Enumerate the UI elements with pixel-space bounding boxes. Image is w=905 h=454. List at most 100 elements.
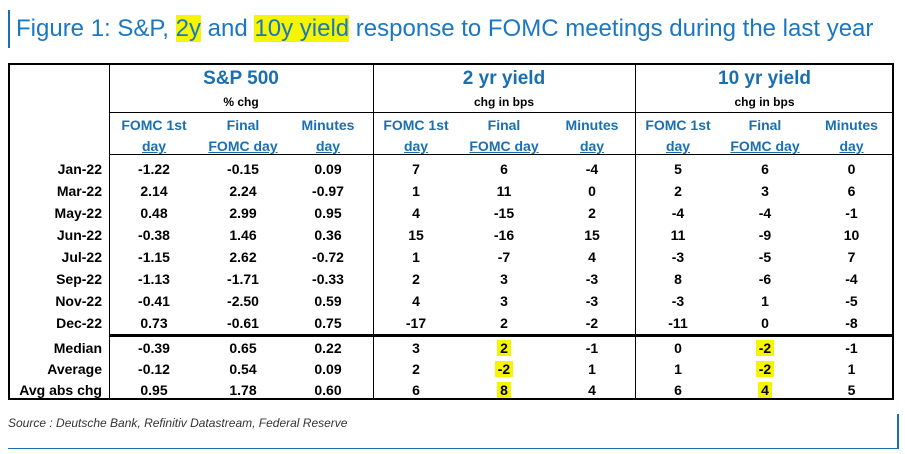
summary-cell: 4 xyxy=(549,380,635,400)
table-cell: 0 xyxy=(761,315,769,331)
column-header-line1: Final xyxy=(226,117,260,133)
table-cell: -0.72 xyxy=(312,249,344,265)
figure-title: Figure 1: S&P, 2y and 10y yield response… xyxy=(8,10,900,48)
table-cell: -3 xyxy=(671,293,685,309)
summary-cell: -2 xyxy=(459,359,549,379)
column-header-line2: FOMC day xyxy=(469,138,539,154)
column-divider xyxy=(109,65,110,398)
summary-value: 1 xyxy=(674,361,682,377)
table-cell: 2.62 xyxy=(229,249,257,265)
highlighted-value: 8 xyxy=(497,382,511,398)
table-cell: -4 xyxy=(758,205,772,221)
highlighted-value: -2 xyxy=(755,361,775,377)
table-cell: 1 xyxy=(412,249,420,265)
row-label: Sep-22 xyxy=(56,271,102,287)
title-suffix: response to FOMC meetings during the las… xyxy=(349,15,874,42)
summary-cell: 1.78 xyxy=(199,380,287,400)
summary-cell: 1 xyxy=(635,359,721,379)
column-header-line1: Minutes xyxy=(301,117,355,133)
summary-cell: 0.09 xyxy=(285,359,371,379)
column-header-line2: FOMC day xyxy=(208,138,278,154)
table-cell: -0.97 xyxy=(312,183,344,199)
summary-cell: 6 xyxy=(373,380,459,400)
table-cell: -0.33 xyxy=(312,271,344,287)
table-cell: 15 xyxy=(584,227,600,243)
table-cell: 2.99 xyxy=(229,205,257,221)
footer-accent-bar xyxy=(897,414,899,448)
table-cell: 6 xyxy=(500,161,508,177)
summary-label: Average xyxy=(47,361,102,377)
highlighted-value: 2 xyxy=(497,340,511,356)
table-cell: 0.73 xyxy=(140,315,168,331)
table-cell: 6 xyxy=(761,161,769,177)
table-cell: -15 xyxy=(493,205,515,221)
summary-cell: -2 xyxy=(721,338,809,358)
title-highlight-10y: 10y yield xyxy=(254,15,350,42)
summary-value: 4 xyxy=(588,382,596,398)
summary-value: 0.09 xyxy=(314,361,342,377)
table-cell: -6 xyxy=(758,271,772,287)
table-cell: -1.13 xyxy=(138,271,170,287)
column-header-line2: day xyxy=(403,138,429,154)
table-cell: 1 xyxy=(412,183,420,199)
summary-value: 0 xyxy=(674,340,682,356)
table-cell: 0.09 xyxy=(314,161,342,177)
group-unit-10yr: chg in bps xyxy=(734,95,795,109)
column-divider xyxy=(635,65,636,398)
table-cell: -1.71 xyxy=(227,271,259,287)
summary-value: 0.54 xyxy=(229,361,257,377)
summary-value: 0.65 xyxy=(229,340,257,356)
column-header-line1: FOMC 1st xyxy=(645,117,711,133)
summary-cell: -0.39 xyxy=(111,338,197,358)
column-header-line1: Minutes xyxy=(825,117,878,133)
summary-value: 0.60 xyxy=(314,382,342,398)
summary-cell: 8 xyxy=(459,380,549,400)
column-header-line1: Minutes xyxy=(565,117,619,133)
table-cell: 4 xyxy=(412,205,420,221)
table-cell: -8 xyxy=(845,315,858,331)
table-cell: -0.38 xyxy=(138,227,170,243)
table-cell: 0.48 xyxy=(140,205,168,221)
column-header-line1: Final xyxy=(487,117,521,133)
row-label: Nov-22 xyxy=(55,293,102,309)
table-cell: 1.46 xyxy=(229,227,257,243)
column-header-line2: day xyxy=(315,138,341,154)
table-cell: -0.15 xyxy=(227,161,259,177)
summary-cell: 5 xyxy=(809,380,894,400)
column-divider xyxy=(373,65,374,398)
table-cell: 6 xyxy=(847,183,856,199)
footer-rule xyxy=(8,448,899,449)
table-cell: -0.41 xyxy=(138,293,170,309)
summary-cell: 0.95 xyxy=(111,380,197,400)
table-cell: 5 xyxy=(674,161,682,177)
table-cell: 0.75 xyxy=(314,315,342,331)
table-cell: 11 xyxy=(670,227,686,243)
summary-cell: -0.12 xyxy=(111,359,197,379)
fomc-response-table: S&P 500 % chg 2 yr yield chg in bps 10 y… xyxy=(8,63,894,400)
table-cell: -11 xyxy=(668,315,688,331)
column-header-line2: FOMC day xyxy=(730,138,800,154)
column-header-line1: FOMC 1st xyxy=(121,117,187,133)
summary-value: -1 xyxy=(585,340,599,356)
row-label: Dec-22 xyxy=(56,315,102,331)
table-cell: 10 xyxy=(843,227,860,243)
table-cell: 3 xyxy=(500,293,508,309)
table-cell: -3 xyxy=(585,293,599,309)
table-cell: 0 xyxy=(588,183,596,199)
summary-cell: 1 xyxy=(549,359,635,379)
title-mid: and xyxy=(201,15,255,42)
summary-cell: -2 xyxy=(721,359,809,379)
summary-cell: 0 xyxy=(635,338,721,358)
table-cell: 0.36 xyxy=(314,227,342,243)
summary-cell: -1 xyxy=(809,338,894,358)
summary-value: -0.39 xyxy=(138,340,170,356)
table-cell: 8 xyxy=(674,271,682,287)
table-cell: 2 xyxy=(588,205,596,221)
group-header-10yr: 10 yr yield xyxy=(718,68,811,89)
table-cell: -0.61 xyxy=(227,315,259,331)
table-cell: -1.15 xyxy=(138,249,170,265)
table-cell: -4 xyxy=(585,161,599,177)
table-cell: 0 xyxy=(847,161,856,177)
group-header-sp500: S&P 500 xyxy=(203,68,279,89)
row-label: Jun-22 xyxy=(56,227,102,243)
